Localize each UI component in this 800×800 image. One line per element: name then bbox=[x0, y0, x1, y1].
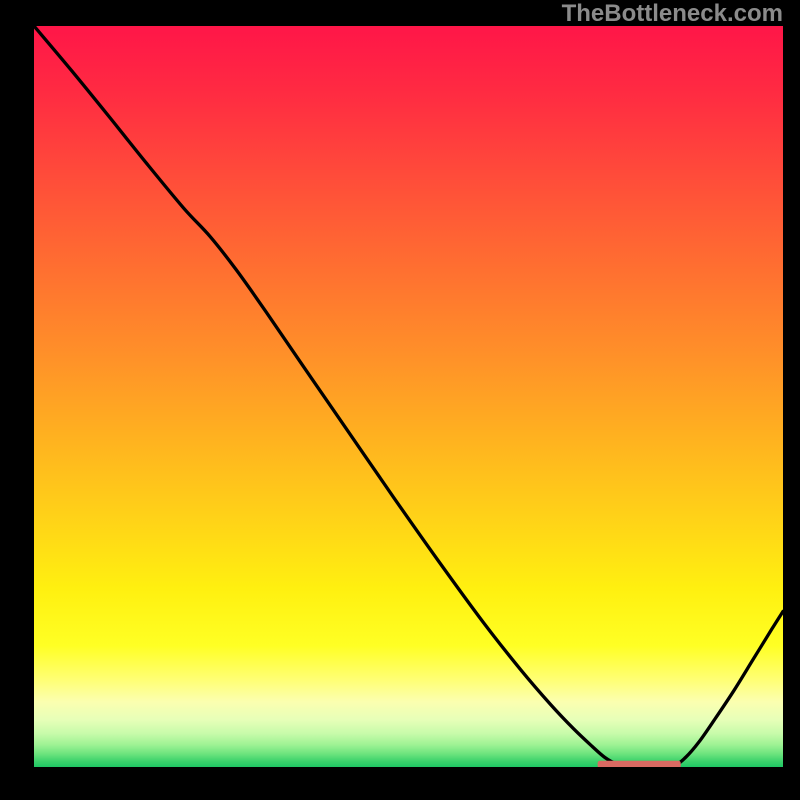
plot-background bbox=[34, 26, 783, 767]
optimal-range-marker bbox=[598, 761, 681, 768]
watermark-text: TheBottleneck.com bbox=[562, 0, 783, 28]
chart-svg bbox=[0, 0, 800, 800]
chart-root: TheBottleneck.com bbox=[0, 0, 800, 800]
